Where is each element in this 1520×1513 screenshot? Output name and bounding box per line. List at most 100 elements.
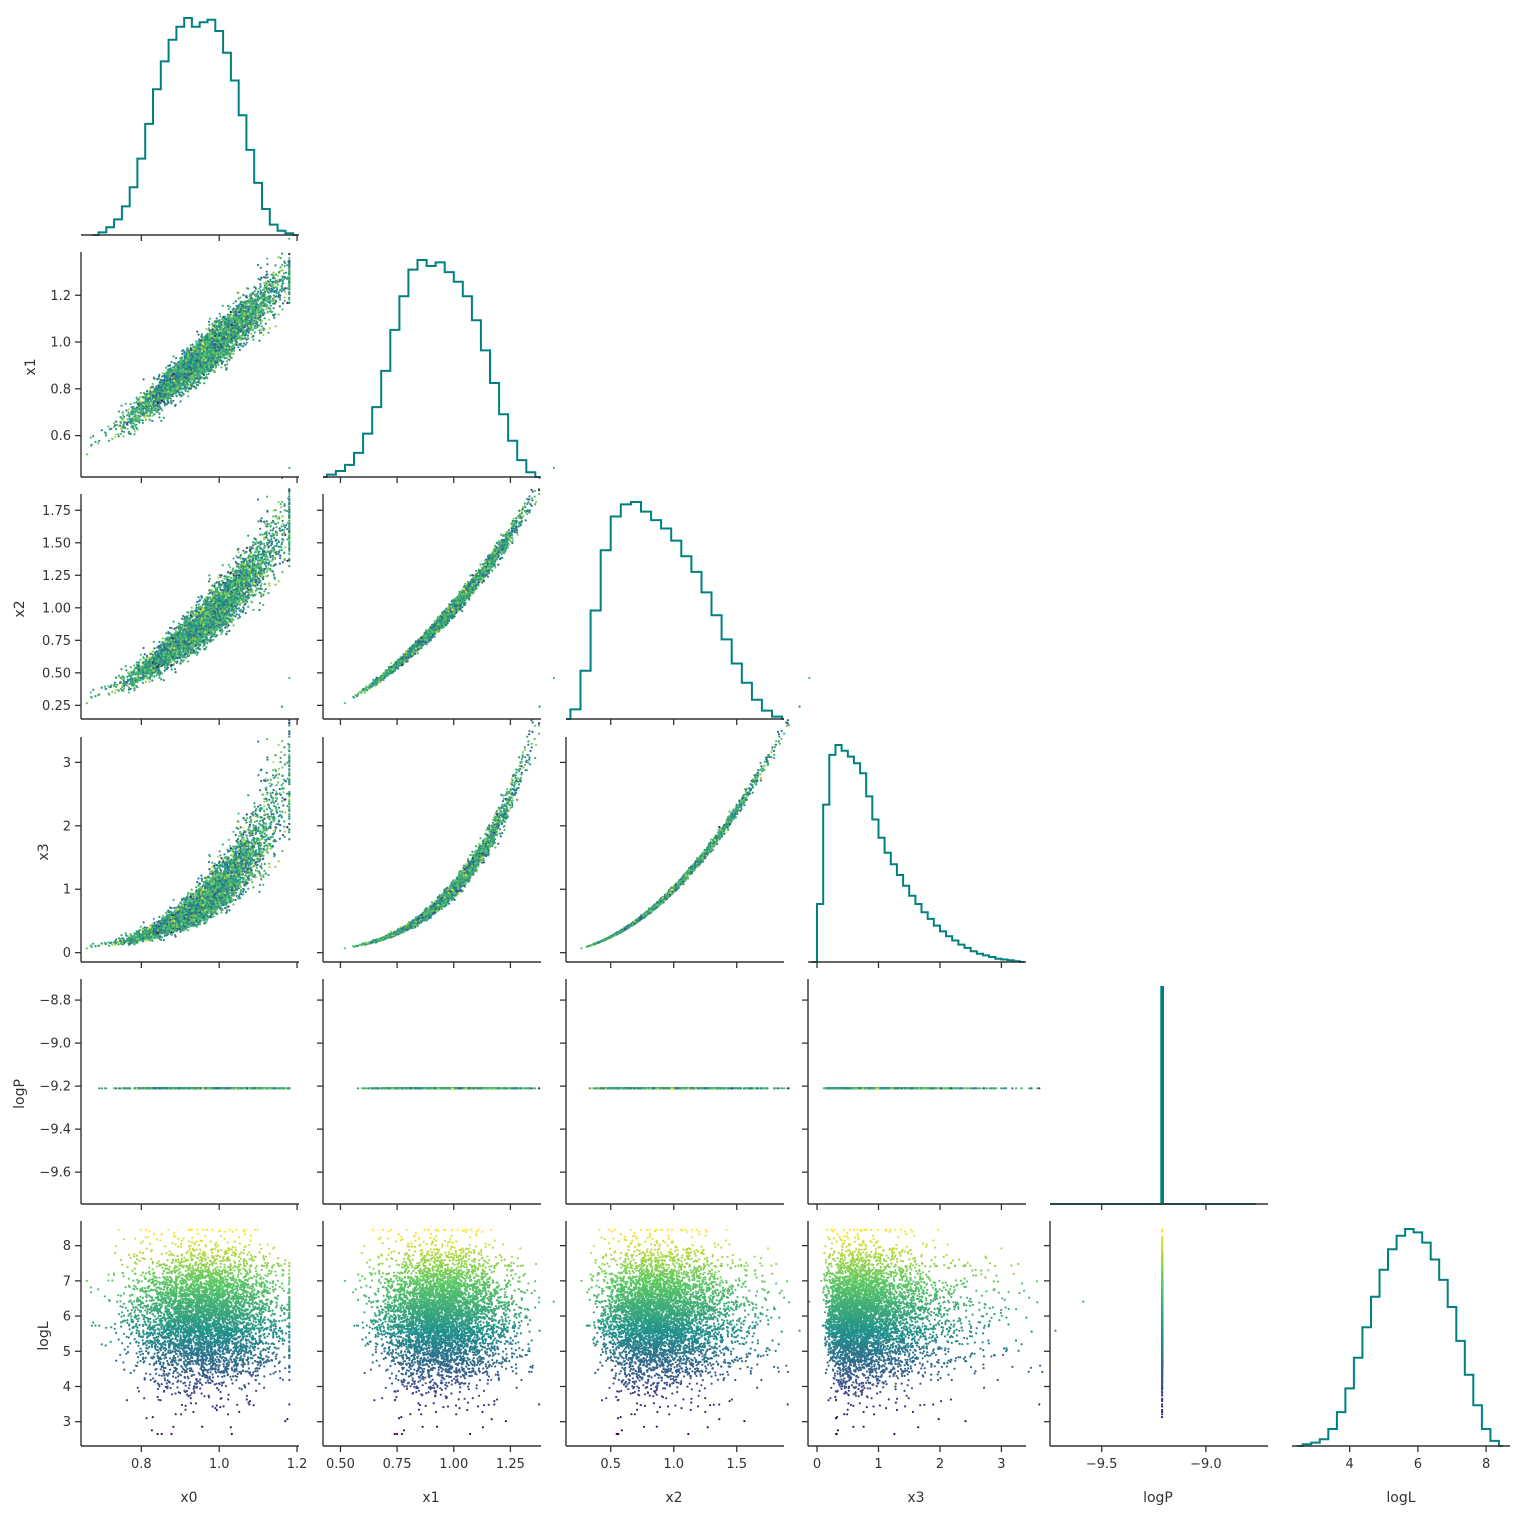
scatter-point: [232, 353, 234, 355]
scatter-point: [115, 428, 117, 430]
scatter-point: [114, 436, 116, 438]
scatter-point: [122, 414, 124, 416]
scatter-point: [134, 415, 136, 417]
scatter-point: [262, 334, 264, 336]
scatter-point: [266, 276, 268, 278]
scatter-point: [209, 318, 211, 320]
scatter-point: [246, 342, 248, 344]
scatter-point: [264, 317, 266, 319]
scatter-point: [237, 346, 239, 348]
scatter-point: [269, 279, 271, 281]
scatter-point: [249, 306, 251, 308]
scatter-point: [252, 335, 254, 337]
scatter-point: [203, 382, 205, 384]
scatter-point: [145, 417, 147, 419]
scatter-point: [264, 291, 266, 293]
scatter-point: [120, 405, 122, 407]
scatter-point: [145, 419, 147, 421]
scatter-point: [118, 435, 120, 437]
scatter-point: [288, 301, 290, 303]
scatter-point: [284, 291, 286, 293]
scatter-point: [196, 331, 198, 333]
scatter-point: [266, 258, 268, 260]
scatter-point: [105, 434, 107, 436]
scatter-point: [243, 342, 245, 344]
scatter-point: [162, 372, 164, 374]
scatter-point: [261, 325, 263, 327]
scatter-point: [195, 340, 197, 342]
scatter-point: [226, 363, 228, 365]
scatter-point: [281, 290, 283, 292]
scatter-point: [219, 313, 221, 315]
scatter-point: [226, 360, 228, 362]
scatter-point: [171, 361, 173, 363]
scatter-point: [277, 284, 279, 286]
scatter-point: [265, 323, 267, 325]
scatter-point: [242, 294, 244, 296]
scatter-point: [123, 431, 125, 433]
scatter-point: [269, 327, 271, 329]
scatter-point: [184, 390, 186, 392]
scatter-point: [163, 417, 165, 419]
scatter-point: [173, 355, 175, 357]
scatter-point: [216, 317, 218, 319]
scatter-point: [254, 331, 256, 333]
scatter-point: [288, 238, 290, 240]
scatter-point: [205, 373, 207, 375]
scatter-point: [222, 361, 224, 363]
scatter-point: [227, 305, 229, 307]
scatter-point: [172, 400, 174, 402]
scatter-point: [160, 407, 162, 409]
scatter-point: [139, 415, 141, 417]
scatter-point: [101, 429, 103, 431]
scatter-point: [228, 308, 230, 310]
scatter-point: [284, 265, 286, 267]
scatter-point: [277, 256, 279, 258]
scatter-point: [279, 298, 281, 300]
scatter-point: [282, 282, 284, 284]
scatter-point: [98, 440, 100, 442]
scatter-point: [266, 308, 268, 310]
scatter-point: [260, 328, 262, 330]
scatter-point: [266, 271, 268, 273]
scatter-point: [128, 431, 130, 433]
scatter-point: [286, 264, 288, 266]
scatter-point: [260, 286, 262, 288]
scatter-point: [97, 442, 99, 444]
scatter-point: [121, 430, 123, 432]
scatter-point: [152, 383, 154, 385]
scatter-point: [288, 257, 290, 259]
scatter-point: [284, 297, 286, 299]
scatter-point: [227, 314, 229, 316]
scatter-point: [125, 403, 127, 405]
scatter-point: [219, 315, 221, 317]
scatter-point: [192, 346, 194, 348]
scatter-point: [283, 272, 285, 274]
scatter-point: [226, 367, 228, 369]
scatter-point: [197, 334, 199, 336]
scatter-points-layer: [86, 238, 1164, 1436]
scatter-point: [127, 411, 129, 413]
scatter-point: [197, 384, 199, 386]
scatter-point: [132, 413, 134, 415]
scatter-point: [236, 344, 238, 346]
scatter-point: [170, 368, 172, 370]
scatter-point: [278, 271, 280, 273]
scatter-point: [281, 308, 283, 310]
scatter-point: [115, 433, 117, 435]
scatter-point: [146, 390, 148, 392]
scatter-point: [239, 349, 241, 351]
scatter-point: [235, 300, 237, 302]
scatter-point: [266, 263, 268, 265]
scatter-point: [122, 435, 124, 437]
scatter-point: [136, 397, 138, 399]
scatter-point: [208, 324, 210, 326]
scatter-point: [229, 306, 231, 308]
scatter-point: [147, 414, 149, 416]
scatter-panel-x1-vs-x0: [86, 238, 291, 456]
scatter-point: [213, 371, 215, 373]
scatter-point: [143, 392, 145, 394]
scatter-point: [267, 332, 269, 334]
scatter-point: [133, 433, 135, 435]
